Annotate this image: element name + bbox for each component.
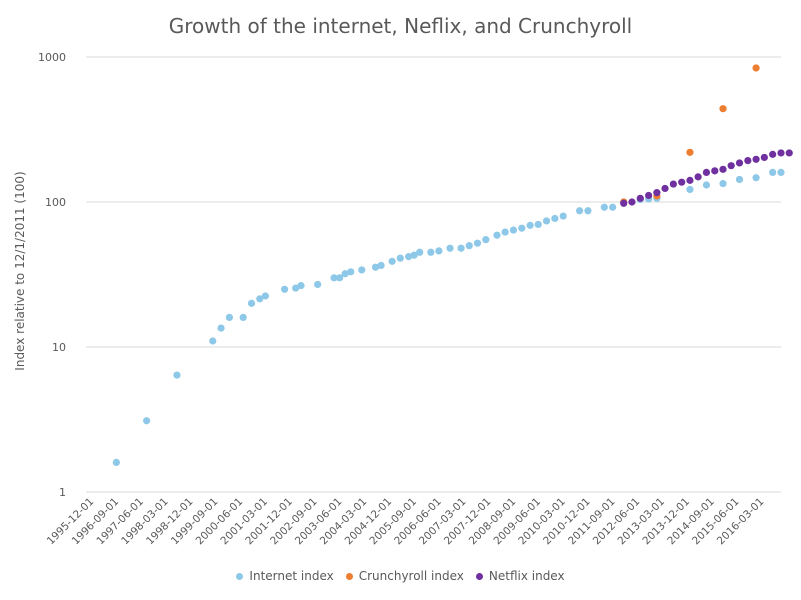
data-point [534,220,542,229]
legend-item: Internet index [236,569,334,583]
legend-item: Netflix index [475,569,565,583]
data-point [173,371,181,379]
series-internet-index [112,168,785,467]
data-point [735,175,744,184]
data-point [686,176,694,184]
data-point [388,257,396,265]
data-point [551,214,559,223]
series-netflix-index [620,149,793,207]
data-point [239,313,247,322]
data-point [686,185,694,194]
legend-label: Crunchyroll index [358,569,464,583]
chart-title: Growth of the internet, Neflix, and Crun… [168,14,633,38]
data-point [247,299,256,307]
data-point [482,236,490,244]
data-point [653,189,661,197]
data-point [636,194,644,202]
data-point [280,285,289,293]
data-point [518,224,526,232]
legend-marker [345,573,353,580]
data-point [575,207,584,215]
data-point [446,244,454,252]
data-point [465,242,473,250]
data-point [584,207,592,215]
data-point [752,64,760,72]
data-point [335,274,344,282]
data-point [777,149,785,157]
data-point [744,156,752,165]
data-point [209,337,217,345]
data-point [752,155,760,163]
data-point [217,324,225,332]
data-point [760,153,768,162]
data-point [493,231,501,239]
data-point [769,150,777,158]
y-tick-label: 10 [52,341,66,354]
legend-label: Netflix index [488,569,565,583]
data-point [542,217,551,225]
data-point [457,244,465,252]
data-point [256,295,264,303]
data-point [559,212,567,220]
data-point [727,162,735,170]
data-point [609,203,617,211]
data-point [645,191,653,200]
data-point [410,251,418,259]
legend-label: Internet index [249,569,334,583]
data-point [297,282,305,290]
data-point [628,198,636,206]
data-point [341,270,349,278]
legend-item: Crunchyroll index [345,569,464,583]
data-point [785,149,793,157]
legend-marker [475,573,483,580]
data-point [702,168,711,177]
data-point [435,247,443,255]
data-point [711,167,719,175]
data-point [330,274,338,282]
data-point [702,181,711,189]
y-tick-label: 100 [45,196,66,209]
data-point [686,148,694,156]
legend: Internet index Crunchyroll index Netflix i… [0,569,801,583]
data-point [777,168,785,177]
series-crunchyroll-index [620,64,760,206]
data-point [416,248,424,256]
y-tick-label: 1 [59,486,66,499]
data-point [620,199,628,207]
data-point [735,159,744,167]
data-point [347,268,355,276]
data-point [769,168,777,177]
data-point [509,226,518,234]
y-tick-label: 1000 [38,51,66,64]
data-point [371,263,380,271]
data-point [396,254,404,262]
data-point [314,280,322,289]
data-point [112,458,120,467]
legend-marker [236,573,244,580]
data-point [678,178,686,186]
data-point [427,248,435,256]
data-point [661,184,669,193]
data-point [143,417,151,425]
data-point [752,174,760,182]
data-point [225,313,234,322]
data-point [719,105,727,113]
data-point [719,165,727,173]
data-point [473,239,482,247]
data-point [405,253,413,261]
data-point [358,266,366,274]
data-point [261,292,269,300]
data-point [377,261,385,270]
data-point [719,179,727,188]
data-point [600,203,608,211]
data-point [501,228,509,236]
data-point [526,221,534,229]
data-point [669,180,677,188]
data-point [694,173,702,181]
